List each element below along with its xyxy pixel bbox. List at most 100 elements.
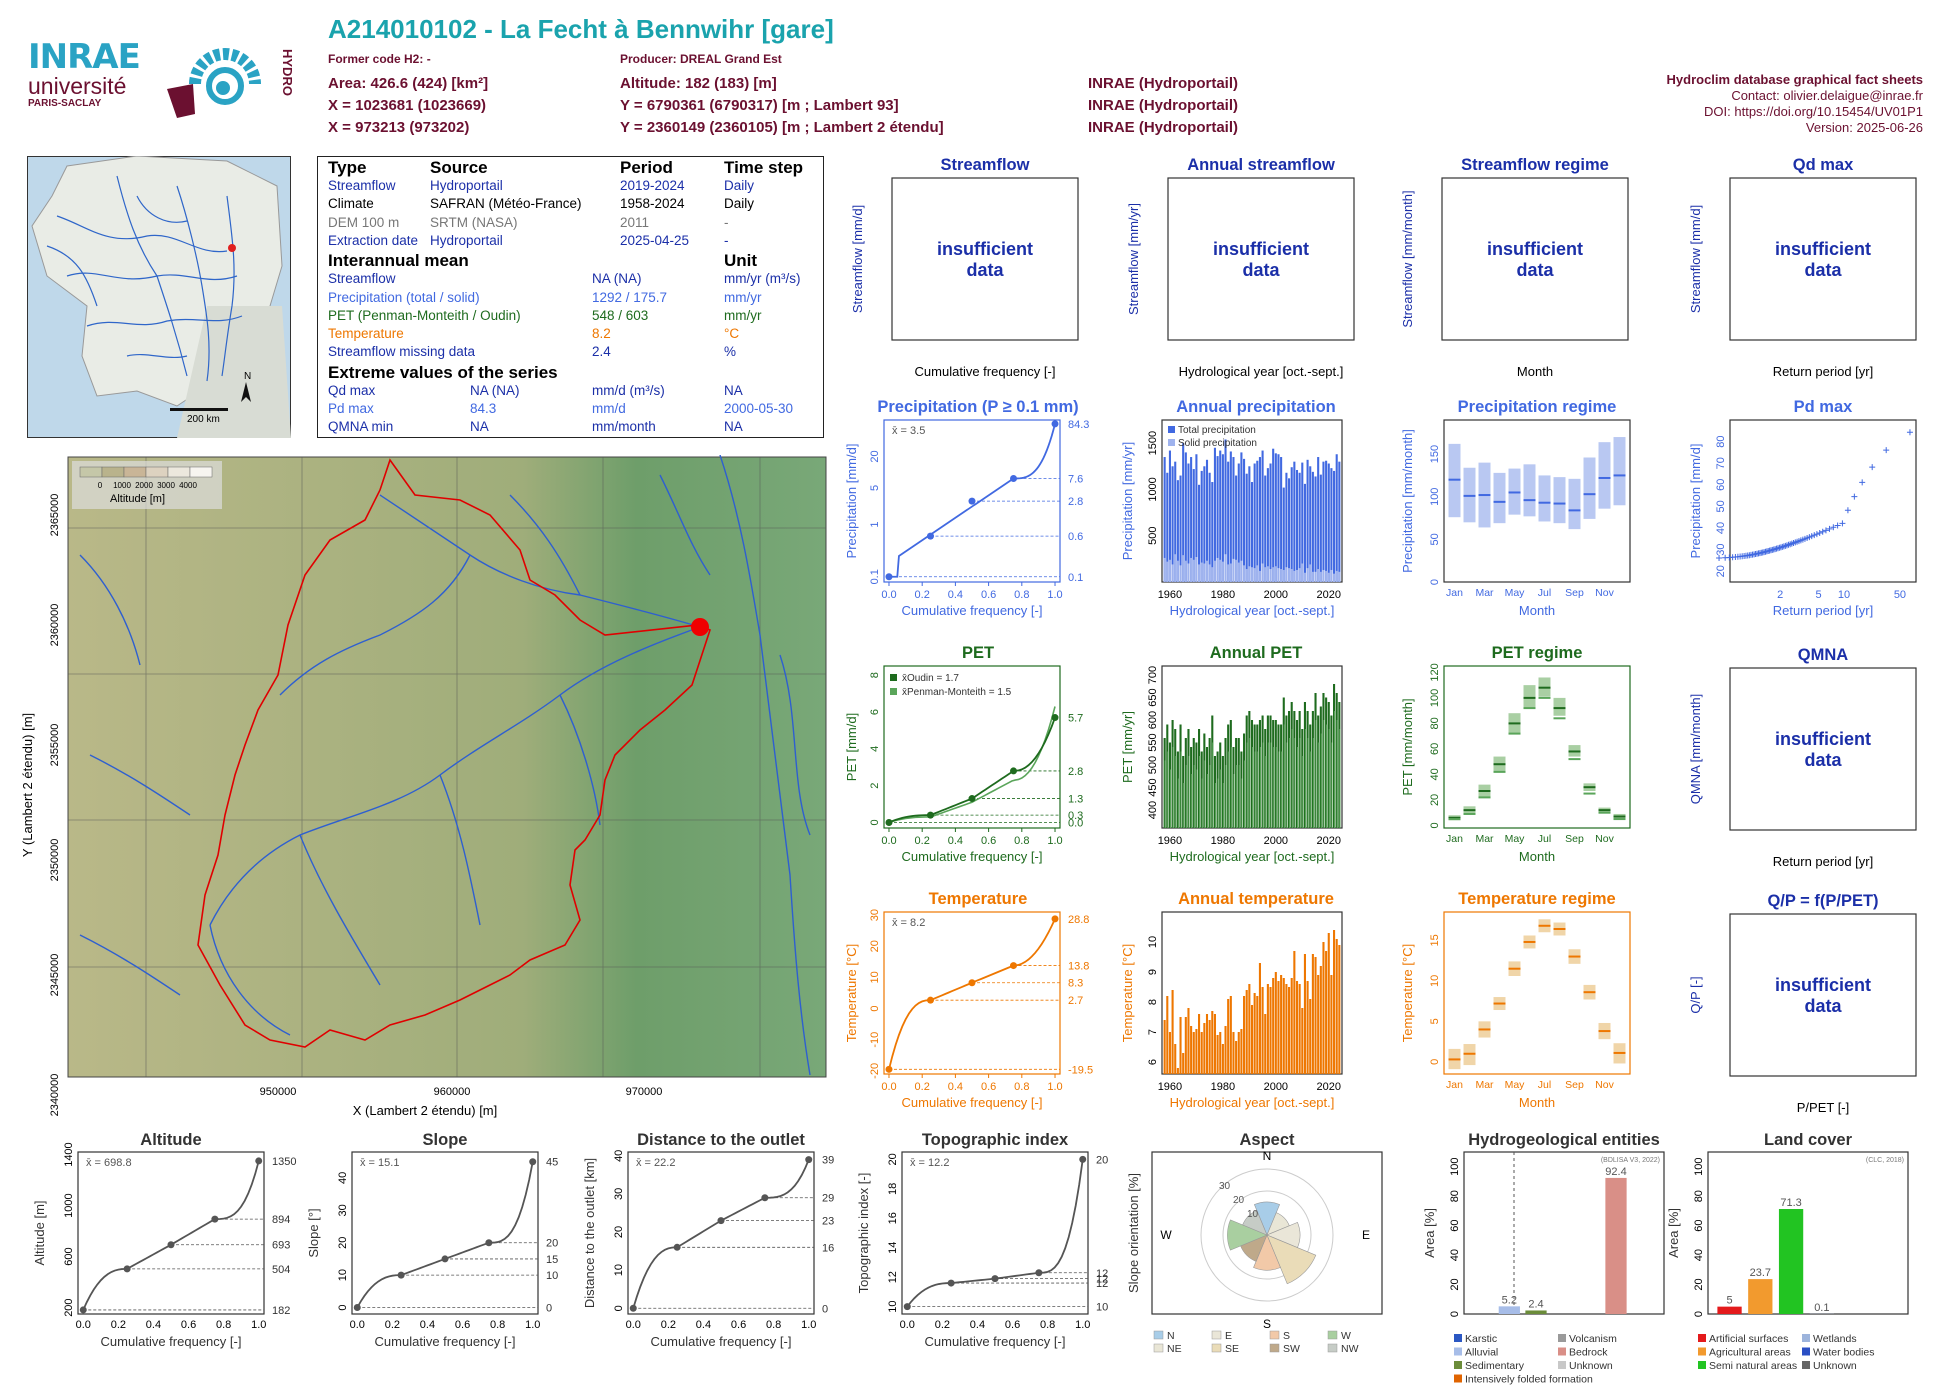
insufficient-data-label: insufficient	[1775, 239, 1871, 259]
annual-bar-secondary	[1312, 738, 1314, 828]
annual-bar	[1290, 467, 1293, 582]
chart-title: Slope	[423, 1131, 468, 1149]
month-label: Jan	[1446, 833, 1463, 845]
y-axis-label: Temperature [°C]	[1400, 944, 1415, 1042]
info-header-cell: Period	[620, 158, 673, 177]
quantile-label: 28.8	[1068, 914, 1089, 926]
insufficient-data-label: insufficient	[1213, 239, 1309, 259]
annual-bar-secondary	[1283, 724, 1285, 828]
annual-bar	[1301, 462, 1304, 582]
interannual-label: Temperature	[328, 326, 404, 342]
cdf-point	[968, 979, 976, 987]
month-label: Mar	[1475, 1079, 1494, 1091]
source-3: INRAE (Hydroportail)	[1088, 119, 1238, 136]
annual-bar-secondary	[1233, 774, 1235, 828]
y-lambert2: Y = 2360149 (2360105) [m ; Lambert 2 éte…	[620, 119, 944, 136]
annual-bar	[1269, 987, 1272, 1074]
north-arrow-icon	[241, 382, 251, 402]
annual-bar	[1338, 461, 1341, 582]
annual-bar	[1195, 454, 1198, 582]
annual-bar	[1322, 942, 1325, 1074]
cdf-point	[903, 1303, 911, 1311]
pdmax-point	[1906, 429, 1913, 436]
pdmax-point	[1819, 528, 1826, 535]
annual-bar-solid	[1274, 566, 1277, 582]
month-label: Sep	[1565, 1079, 1584, 1091]
annual-bar-solid	[1200, 562, 1203, 582]
pdmax-point	[1716, 555, 1723, 562]
pdmax-point	[1822, 527, 1829, 534]
annual-bar	[1317, 457, 1320, 582]
regime-box	[1538, 475, 1551, 522]
quantile-label: 39	[822, 1155, 834, 1167]
station-marker	[691, 618, 709, 636]
y-tick-label: 0	[869, 819, 881, 825]
cdf-point	[629, 1304, 637, 1312]
annual-bar-secondary	[1336, 720, 1338, 828]
annual-bar-secondary	[1188, 756, 1190, 828]
annual-bar	[1274, 720, 1277, 828]
annual-bar-solid	[1285, 567, 1288, 582]
insufficient-data-label: data	[1804, 996, 1842, 1016]
map-ytick: 2360000	[49, 604, 61, 647]
annual-bar-secondary	[1172, 747, 1174, 828]
annual-bar	[1253, 724, 1256, 828]
legend-label: S	[1283, 1330, 1290, 1342]
annual-bar	[1227, 461, 1230, 582]
y-tick-label: 200	[63, 1298, 75, 1316]
y-tick-label: 20	[1429, 794, 1441, 806]
annual-bar	[1235, 475, 1238, 582]
y-tick-label: 30	[337, 1204, 349, 1216]
info-row-cell: Hydroportail	[430, 178, 503, 193]
info-row-cell: Climate	[328, 196, 374, 212]
plot-frame	[883, 911, 1061, 1075]
annual-bar-secondary	[1339, 729, 1341, 828]
annual-bar	[1303, 483, 1306, 582]
info-header-cell: Time step	[724, 158, 804, 177]
altitude-legend-tick: 1000	[113, 481, 131, 490]
x-tick-label: 0.2	[915, 835, 930, 847]
y-tick-label: 550	[1147, 733, 1159, 751]
compass-label: E	[1362, 1228, 1370, 1242]
annual-bar	[1325, 460, 1328, 582]
legend-label: Bedrock	[1569, 1347, 1608, 1359]
x-tick-label: 0.0	[900, 1319, 915, 1331]
altitude-legend-swatch	[189, 466, 213, 478]
annual-bar	[1174, 1044, 1177, 1074]
annual-bar	[1229, 451, 1232, 582]
x-tick-label: 2020	[1317, 589, 1341, 601]
cdf-point	[485, 1239, 493, 1247]
annual-bar	[1330, 975, 1333, 1074]
x-tick-label: 0.6	[981, 589, 996, 601]
annual-bar	[1216, 1035, 1219, 1074]
annual-bar-solid	[1327, 572, 1330, 582]
annual-bar-secondary	[1323, 720, 1325, 828]
y-tick-label: 15	[1429, 934, 1441, 946]
x-axis-label: Return period [yr]	[1773, 364, 1873, 379]
annual-bar	[1333, 930, 1336, 1074]
legend-swatch	[1698, 1361, 1706, 1369]
legend-swatch	[1211, 1343, 1222, 1353]
legend-label: Unknown	[1813, 1360, 1857, 1372]
river-line	[86, 315, 243, 327]
altitude-legend-swatch	[123, 466, 147, 478]
doi-link[interactable]: DOI: https://doi.org/10.15454/UV01P1	[1704, 104, 1923, 119]
x-axis-label: Cumulative frequency [-]	[902, 603, 1043, 618]
compass-label: W	[1160, 1228, 1172, 1242]
annual-bar-secondary	[1275, 747, 1277, 828]
annual-bar-solid	[1319, 571, 1322, 582]
y-tick-label: 20	[887, 1153, 899, 1165]
y-tick-label: 0	[869, 1006, 881, 1012]
x-tick-label: 0.4	[948, 589, 963, 601]
map-river	[719, 455, 811, 1076]
plot-frame	[77, 1151, 265, 1315]
x-axis-label: Cumulative frequency [-]	[902, 849, 1043, 864]
month-label: Sep	[1565, 587, 1584, 599]
x-axis-label: Return period [yr]	[1773, 603, 1873, 618]
plot-frame	[1441, 177, 1629, 341]
catchment-boundary	[197, 458, 711, 1048]
x-tick-label: 10	[1838, 589, 1850, 601]
annual-bar	[1166, 472, 1169, 582]
annual-bar	[1240, 452, 1243, 582]
